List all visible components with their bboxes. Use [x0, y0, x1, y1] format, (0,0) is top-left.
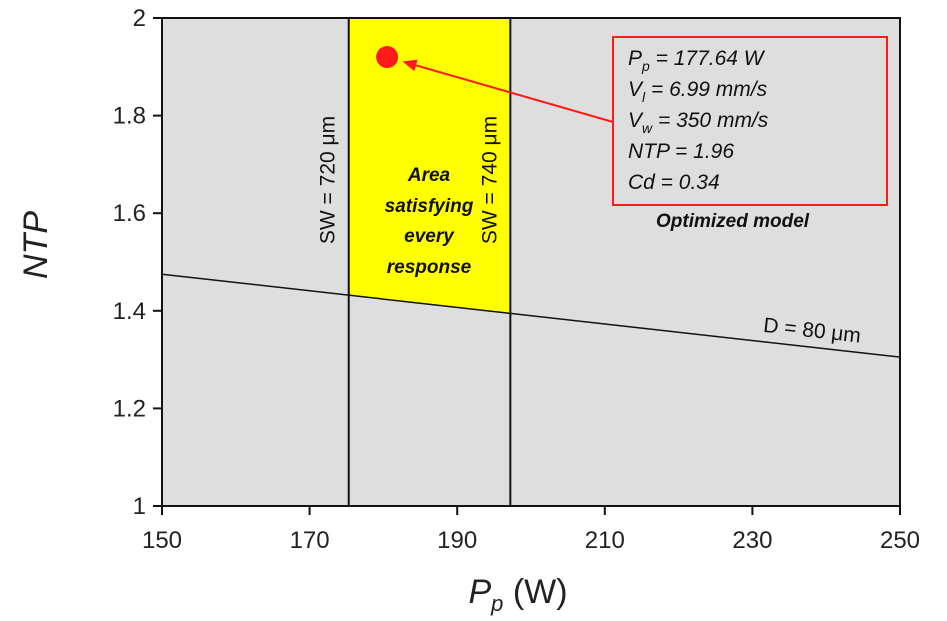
x-axis-title: Pp (W) [468, 573, 567, 616]
zone-label-line-1: Area [407, 165, 451, 186]
annotation-arrow [409, 62, 614, 123]
sw-740-label: SW = 740 μm [478, 116, 501, 244]
annotation-box [612, 36, 888, 206]
y-tick-label: 1.4 [113, 298, 146, 325]
y-axis-title: NTP [17, 211, 55, 279]
plot-frame [161, 17, 901, 507]
optimized-model-caption: Optimized model [656, 211, 810, 232]
zone-label-line-3: every [404, 226, 455, 247]
feasible-region [348, 18, 511, 314]
x-axis-ticks: 150 170 190 210 230 250 [142, 506, 920, 554]
y-axis-ticks: 1 1.2 1.4 1.6 1.8 2 [113, 5, 162, 520]
y-tick-label: 1 [133, 493, 146, 520]
y-tick-label: 1.6 [113, 200, 146, 227]
annotation-line-vl: Vl = 6.99 mm/s [628, 78, 768, 105]
zone-label-line-2: satisfying [385, 196, 474, 217]
x-tick-label: 170 [290, 527, 330, 554]
y-tick-label: 1.2 [113, 395, 146, 422]
feasible-region-label: Area satisfying every response [385, 165, 474, 278]
zone-label-line-4: response [387, 257, 472, 278]
x-tick-label: 250 [880, 527, 920, 554]
y-tick-label: 2 [133, 5, 146, 32]
d-80-line [161, 273, 901, 358]
x-tick-label: 150 [142, 527, 182, 554]
annotation-text: Pp = 177.64 W Vl = 6.99 mm/s Vw = 350 mm… [628, 47, 769, 194]
annotation-line-vw: Vw = 350 mm/s [628, 109, 769, 136]
annotation-arrow-head [402, 59, 418, 72]
annotation-line-cd: Cd = 0.34 [628, 171, 720, 194]
sw-720-label: SW = 720 μm [317, 116, 340, 244]
annotation-line-pp: Pp = 177.64 W [628, 47, 766, 74]
annotation-line-ntp: NTP = 1.96 [628, 140, 734, 163]
optimum-point [376, 46, 399, 69]
x-tick-label: 210 [585, 527, 625, 554]
x-tick-label: 230 [732, 527, 772, 554]
x-tick-label: 190 [437, 527, 477, 554]
y-tick-label: 1.8 [113, 103, 146, 130]
